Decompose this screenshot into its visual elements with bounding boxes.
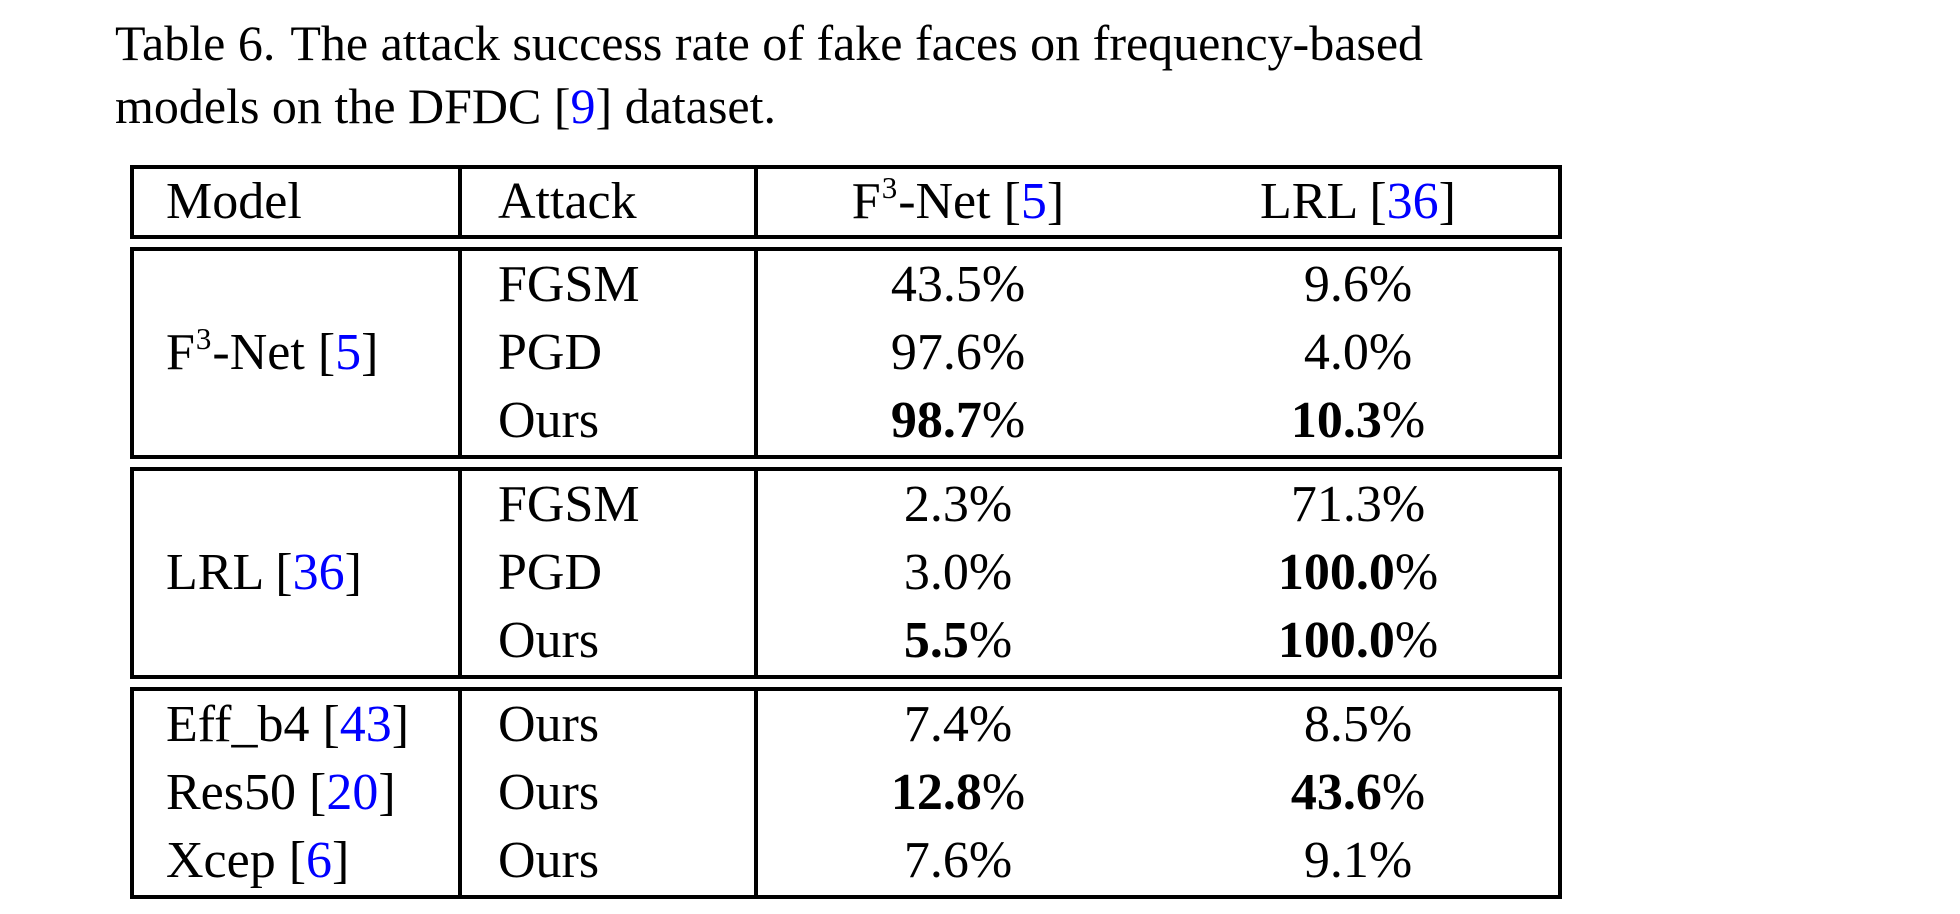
header-lrl-cell: LRL [36] <box>1260 173 1456 230</box>
results-table: Model Attack F3-Net [5] LRL [36] F3-Net … <box>130 165 1562 899</box>
value-cell: 2.3% <box>903 476 1013 533</box>
f3net-values-column: 7.4% 12.8% 7.6% <box>758 691 1158 895</box>
citation-link[interactable]: 5 <box>335 324 362 381</box>
percent-sign: % <box>981 256 1026 313</box>
lrl-values-column: 9.6% 4.0% 10.3% <box>1158 251 1558 455</box>
model-label: Xcep [6] <box>166 832 350 889</box>
percent-sign: % <box>1368 832 1413 889</box>
model-label: Eff_b4 [43] <box>166 696 410 753</box>
value-cell: 100.0% <box>1277 544 1439 601</box>
percent-sign: % <box>1368 696 1413 753</box>
citation-link[interactable]: 20 <box>326 764 379 821</box>
attack-column: FGSM PGD Ours <box>462 251 758 455</box>
citation-link-lrl[interactable]: 36 <box>1386 173 1439 230</box>
caption-label: Table 6. <box>115 15 276 71</box>
attack-column: FGSM PGD Ours <box>462 471 758 675</box>
model-label: Res50 [20] <box>166 764 396 821</box>
value-cell: 71.3% <box>1290 476 1426 533</box>
value-cell: 43.5% <box>890 256 1026 313</box>
attack-label: Ours <box>498 832 600 889</box>
value-cell: 5.5% <box>903 612 1013 669</box>
citation-link-f3net[interactable]: 5 <box>1020 173 1047 230</box>
header-f3net-cell: F3-Net [5] <box>851 170 1065 230</box>
f3net-values-column: 43.5% 97.6% 98.7% <box>758 251 1158 455</box>
value-cell: 43.6% <box>1290 764 1426 821</box>
value-cell: 8.5% <box>1303 696 1413 753</box>
caption-line-1: Table 6. The attack success rate of fake … <box>115 12 1423 75</box>
attack-label: Ours <box>498 696 600 753</box>
value-cell: 9.1% <box>1303 832 1413 889</box>
percent-sign: % <box>981 324 1026 381</box>
value-cell: 7.4% <box>903 696 1013 753</box>
citation-link-dfdc[interactable]: 9 <box>570 78 596 134</box>
percent-sign: % <box>968 612 1013 669</box>
percent-sign: % <box>981 764 1026 821</box>
value-cell: 4.0% <box>1303 324 1413 381</box>
model-cell-lrl: LRL [36] <box>134 471 462 675</box>
value-cell: 12.8% <box>890 764 1026 821</box>
percent-sign: % <box>981 392 1026 449</box>
block-lrl: LRL [36] FGSM PGD Ours 2.3% 3.0% 5.5% 71… <box>130 467 1562 679</box>
percent-sign: % <box>1368 324 1413 381</box>
percent-sign: % <box>968 476 1013 533</box>
attack-label: PGD <box>498 324 603 381</box>
citation-link[interactable]: 43 <box>339 696 392 753</box>
attack-label: Ours <box>498 392 600 449</box>
percent-sign: % <box>968 832 1013 889</box>
caption-line-2: models on the DFDC [9] dataset. <box>115 78 777 134</box>
value-cell: 100.0% <box>1277 612 1439 669</box>
value-cell: 98.7% <box>890 392 1026 449</box>
percent-sign: % <box>1394 612 1439 669</box>
percent-sign: % <box>968 544 1013 601</box>
block-other-models: Eff_b4 [43] Res50 [20] Xcep [6] Ours Our… <box>130 687 1562 899</box>
citation-link[interactable]: 36 <box>292 544 345 601</box>
model-column: Eff_b4 [43] Res50 [20] Xcep [6] <box>134 691 462 895</box>
header-model-cell: Model <box>134 169 462 235</box>
citation-link[interactable]: 6 <box>306 832 333 889</box>
attack-label: Ours <box>498 764 600 821</box>
percent-sign: % <box>1381 392 1426 449</box>
lrl-values-column: 71.3% 100.0% 100.0% <box>1158 471 1558 675</box>
attack-column: Ours Ours Ours <box>462 691 758 895</box>
percent-sign: % <box>1368 256 1413 313</box>
percent-sign: % <box>1381 476 1426 533</box>
percent-sign: % <box>1381 764 1426 821</box>
value-cell: 7.6% <box>903 832 1013 889</box>
header-attack-cell: Attack <box>462 169 758 235</box>
value-cell: 97.6% <box>890 324 1026 381</box>
lrl-values-column: 8.5% 43.6% 9.1% <box>1158 691 1558 895</box>
value-cell: 3.0% <box>903 544 1013 601</box>
attack-label: FGSM <box>498 256 640 313</box>
table-caption: Table 6. The attack success rate of fake … <box>115 12 1423 138</box>
caption-text: The attack success rate of fake faces on… <box>290 15 1424 71</box>
attack-label: PGD <box>498 544 603 601</box>
block-f3net: F3-Net [5] FGSM PGD Ours 43.5% 97.6% 98.… <box>130 247 1562 459</box>
value-cell: 9.6% <box>1303 256 1413 313</box>
attack-label: FGSM <box>498 476 640 533</box>
table-header-row: Model Attack F3-Net [5] LRL [36] <box>130 165 1562 239</box>
percent-sign: % <box>1394 544 1439 601</box>
attack-label: Ours <box>498 612 600 669</box>
model-cell-f3net: F3-Net [5] <box>134 251 462 455</box>
percent-sign: % <box>968 696 1013 753</box>
value-cell: 10.3% <box>1290 392 1426 449</box>
f3net-values-column: 2.3% 3.0% 5.5% <box>758 471 1158 675</box>
